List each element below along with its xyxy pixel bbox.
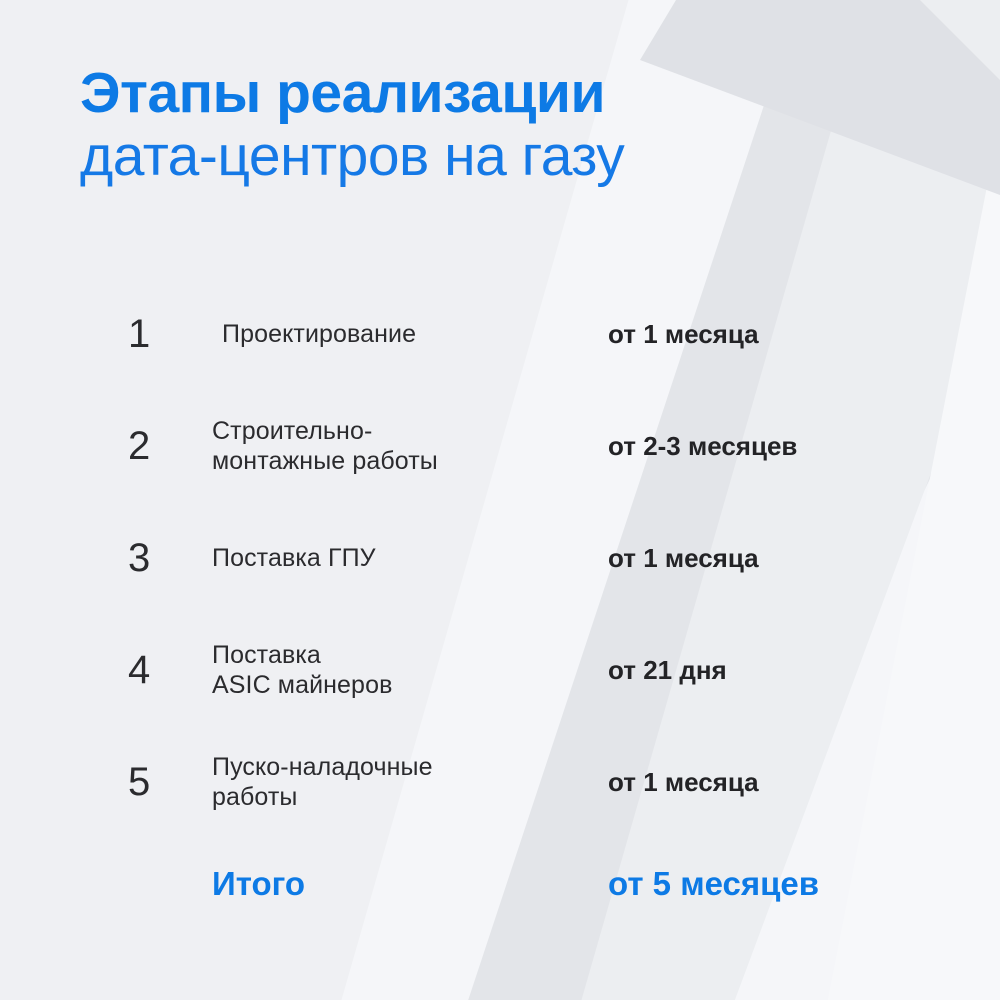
stage-number: 2 bbox=[128, 424, 151, 468]
stage-duration: от 2-3 месяцев bbox=[608, 431, 798, 461]
total-value: от 5 месяцев bbox=[608, 864, 820, 902]
stage-row-2: 2 Строительно- монтажные работы от 2-3 м… bbox=[0, 390, 1000, 502]
title-line-1: Этапы реализации bbox=[80, 61, 605, 125]
stage-row-4: 4 Поставка ASIC майнеров от 21 дня bbox=[0, 614, 1000, 726]
stage-label: Поставка ГПУ bbox=[212, 544, 376, 572]
stage-row-3: 3 Поставка ГПУ от 1 месяца bbox=[0, 502, 1000, 614]
page-title: Этапы реализации дата-центров на газу bbox=[80, 61, 625, 188]
stage-label: Строительно- монтажные работы bbox=[212, 417, 438, 475]
total-row: Итого от 5 месяцев bbox=[0, 838, 1000, 928]
title-line-2: дата-центров на газу bbox=[80, 124, 625, 188]
stage-duration: от 1 месяца bbox=[608, 319, 759, 349]
stage-number: 4 bbox=[128, 648, 151, 692]
stage-duration: от 21 дня bbox=[608, 655, 727, 685]
stage-label: Пуско-наладочные работы bbox=[212, 753, 433, 811]
stage-number: 1 bbox=[128, 312, 151, 356]
stage-row-5: 5 Пуско-наладочные работы от 1 месяца bbox=[0, 726, 1000, 838]
stages-list: 1 Проектирование от 1 месяца 2 Строитель… bbox=[0, 278, 1000, 928]
stage-duration: от 1 месяца bbox=[608, 767, 759, 797]
stage-row-1: 1 Проектирование от 1 месяца bbox=[0, 278, 1000, 390]
band-corner-wedge bbox=[640, 0, 1000, 195]
stage-duration: от 1 месяца bbox=[608, 543, 759, 573]
stage-number: 3 bbox=[128, 536, 151, 580]
total-label: Итого bbox=[212, 864, 306, 902]
stage-label: Поставка ASIC майнеров bbox=[212, 641, 393, 699]
stage-number: 5 bbox=[128, 760, 151, 804]
stage-label: Проектирование bbox=[222, 320, 417, 348]
